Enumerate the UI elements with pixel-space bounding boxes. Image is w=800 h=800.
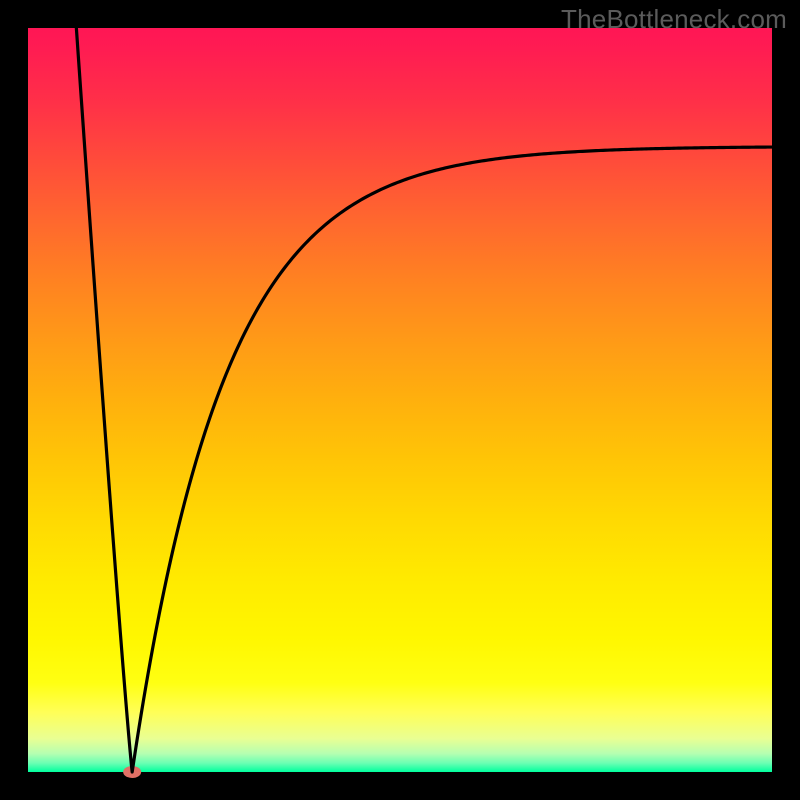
watermark-text: TheBottleneck.com xyxy=(561,4,787,35)
chart-svg xyxy=(0,0,800,800)
plot-background xyxy=(28,28,772,772)
chart-root: TheBottleneck.com xyxy=(0,0,800,800)
